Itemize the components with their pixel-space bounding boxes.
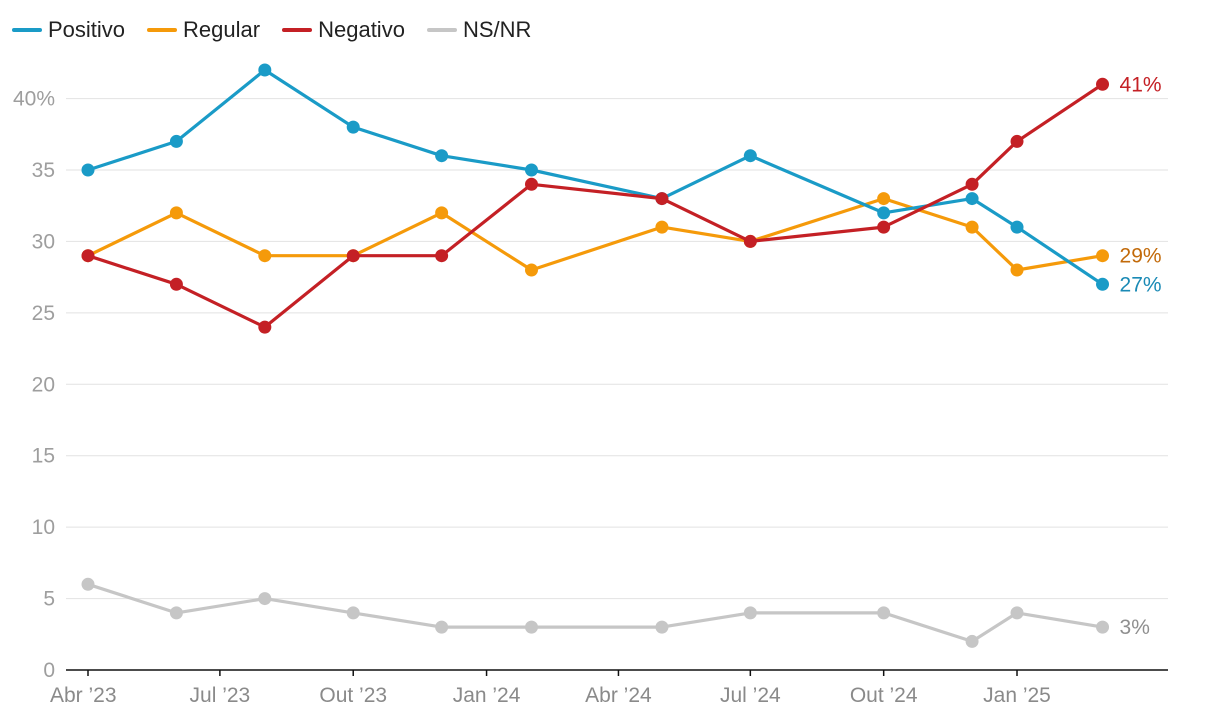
data-point-nsnr-6 [655,620,669,634]
x-tick-label-4: Abr ’24 [585,684,652,707]
y-tick-label-10: 10 [32,516,55,539]
data-point-positivo-10 [1010,220,1024,234]
data-point-positivo-3 [346,120,360,134]
series-line-regular [86,197,1105,272]
data-point-regular-8 [877,192,891,206]
legend-swatch-nsnr [426,28,457,32]
end-label-regular: 29% [1120,245,1162,268]
data-point-positivo-1 [169,134,183,148]
data-point-positivo-4 [435,149,449,163]
data-point-regular-9 [965,220,979,234]
data-point-positivo-11 [1096,277,1110,291]
y-tick-label-40: 40% [13,88,55,111]
end-label-positivo: 27% [1120,273,1162,296]
data-point-positivo-8 [877,206,891,220]
series-line-nsnr [86,582,1105,644]
end-label-negativo: 41% [1120,73,1162,96]
data-point-nsnr-11 [1096,620,1110,634]
data-point-nsnr-10 [1010,606,1024,620]
data-point-negativo-5 [524,177,538,191]
y-tick-label-35: 35 [32,159,55,182]
data-point-negativo-0 [81,249,95,263]
x-tick-label-7: Jan ’25 [983,684,1051,707]
y-tick-label-0: 0 [43,659,55,682]
y-tick-label-30: 30 [32,230,55,253]
data-point-negativo-8 [877,220,891,234]
legend-swatch-regular [147,28,178,32]
data-point-nsnr-8 [877,606,891,620]
data-point-regular-2 [258,249,272,263]
data-point-nsnr-5 [524,620,538,634]
legend-swatch-negativo [282,28,313,32]
legend-item-negativo[interactable]: Negativo [282,17,405,43]
data-point-nsnr-3 [346,606,360,620]
y-axis-labels: 0 5 10 15 20 25 30 35 40% [13,88,55,682]
data-point-negativo-10 [1010,134,1024,148]
data-point-positivo-2 [258,63,272,77]
y-tick-label-5: 5 [43,588,55,611]
legend-label-positivo: Positivo [48,17,126,42]
data-point-regular-10 [1010,263,1024,277]
data-point-regular-1 [169,206,183,220]
legend-item-positivo[interactable]: Positivo [12,17,125,43]
data-point-regular-11 [1096,249,1110,263]
data-point-negativo-3 [346,249,360,263]
data-point-negativo-6 [655,192,669,206]
legend-label-negativo: Negativo [318,17,405,42]
legend-label-regular: Regular [183,17,261,42]
data-point-negativo-11 [1096,77,1110,91]
data-point-nsnr-2 [258,592,272,606]
data-point-positivo-0 [81,163,95,177]
x-tick-label-5: Jul ’24 [720,684,781,707]
x-tick-label-1: Jul ’23 [190,684,251,707]
data-point-negativo-7 [743,234,757,248]
series-line-positivo [86,68,1105,286]
y-tick-label-15: 15 [32,445,55,468]
x-tick-label-2: Out ’23 [319,684,387,707]
x-tick-label-0: Abr ’23 [50,684,117,707]
data-point-nsnr-1 [169,606,183,620]
data-point-regular-5 [524,263,538,277]
legend-swatch-positivo [12,28,42,32]
data-point-positivo-5 [524,163,538,177]
data-point-nsnr-7 [743,606,757,620]
data-point-nsnr-0 [81,577,95,591]
x-tick-label-6: Out ’24 [850,684,918,707]
data-point-regular-4 [435,206,449,220]
gridlines [66,98,1168,600]
data-point-positivo-7 [743,149,757,163]
data-point-nsnr-4 [435,620,449,634]
x-tick-label-3: Jan ’24 [453,684,521,707]
end-labels: 3% 29% 27% 41% [1120,73,1162,639]
data-point-negativo-9 [965,177,979,191]
legend-item-regular[interactable]: Regular [147,17,260,43]
data-point-positivo-9 [965,192,979,206]
series-group [81,63,1110,648]
data-point-negativo-2 [258,320,272,334]
data-point-negativo-1 [169,277,183,291]
end-label-nsnr: 3% [1120,616,1150,639]
y-tick-label-20: 20 [32,373,55,396]
data-point-nsnr-9 [965,634,979,648]
data-point-regular-6 [655,220,669,234]
legend-label-nsnr: NS/NR [462,17,532,42]
x-axis: Abr ’23 Jul ’23 Out ’23 Jan ’24 Abr ’24 Jul ’… [50,669,1168,707]
legend-item-nsnr[interactable]: NS/NR [426,17,532,43]
legend: Positivo Regular Negativo NS/NR [12,14,553,46]
series-line-negativo [86,82,1105,329]
data-point-negativo-4 [435,249,449,263]
y-tick-label-25: 25 [32,302,55,325]
